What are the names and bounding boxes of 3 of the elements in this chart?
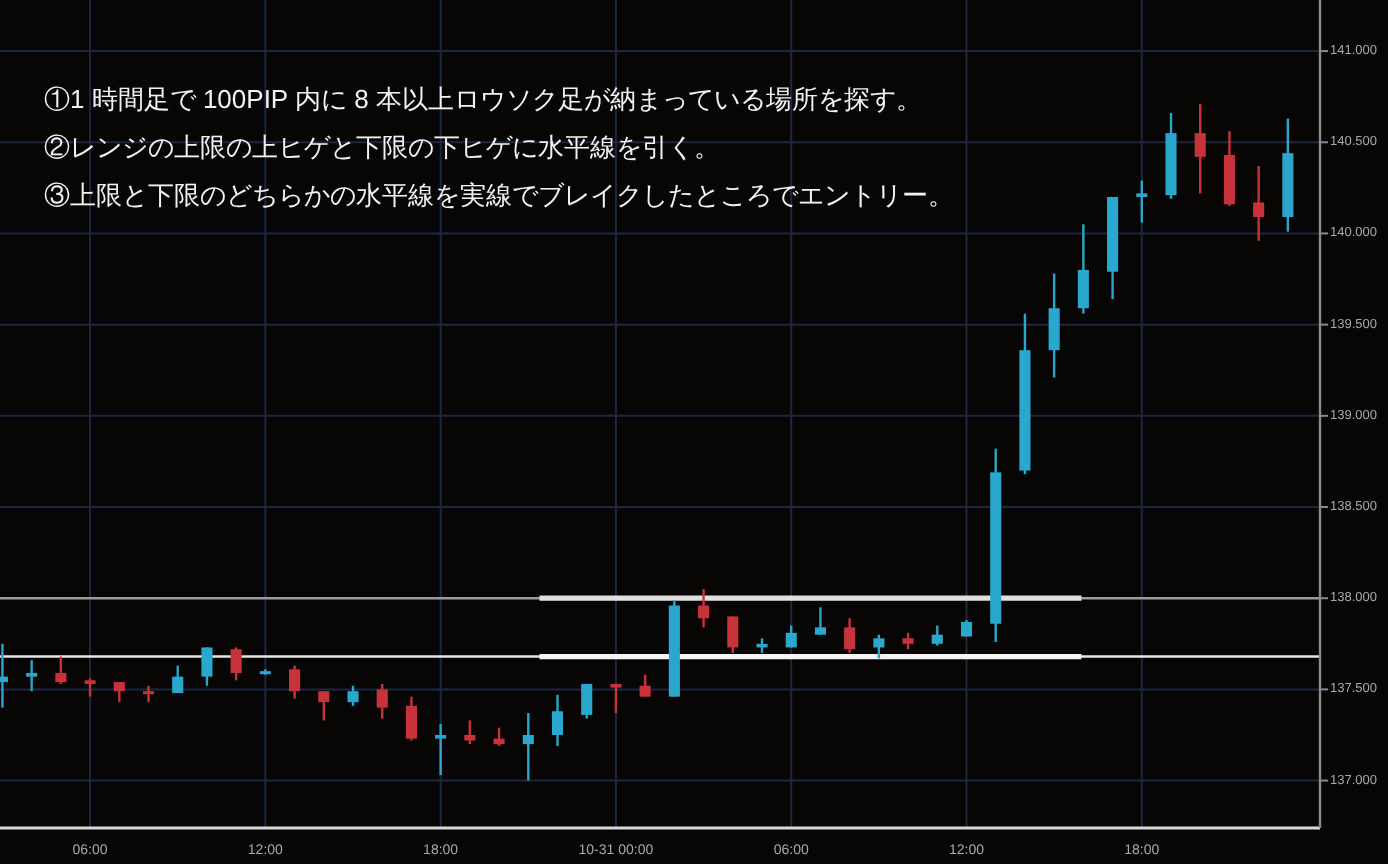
annotation: ①1 時間足で 100PIP 内に 8 本以上ロウソク足が納まっている場所を探す。 [44,84,922,114]
annotation: ③上限と下限のどちらかの水平線を実線でブレイクしたところでエントリー。 [44,180,954,210]
annotation: ②レンジの上限の上ヒゲと下限の下ヒゲに水平線を引く。 [44,132,720,162]
